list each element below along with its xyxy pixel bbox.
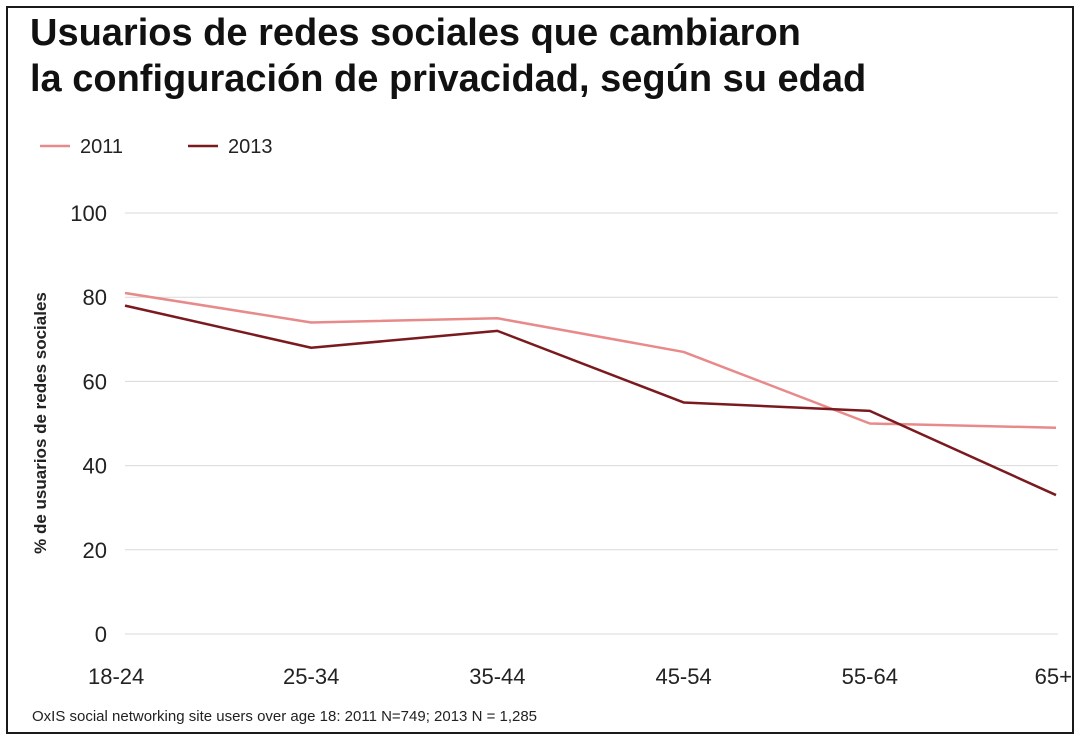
x-tick-label: 55-64 — [842, 664, 898, 689]
legend-label-2011: 2011 — [80, 136, 123, 158]
series-line-2011 — [124, 291, 1057, 429]
x-tick-label: 65+ — [1035, 664, 1072, 689]
x-tick-label: 25-34 — [283, 664, 339, 689]
series-lines — [124, 291, 1057, 497]
x-tick-labels: 18-24 25-34 35-44 45-54 55-64 65+ — [88, 664, 1072, 689]
chart-title: Usuarios de redes sociales que cambiaron… — [30, 10, 1050, 102]
legend: 2011 2013 — [40, 136, 273, 158]
y-tick-label: 20 — [83, 538, 107, 563]
y-tick-label: 100 — [70, 201, 107, 226]
chart-frame — [6, 6, 1074, 734]
y-tick-label: 0 — [95, 622, 107, 647]
y-tick-labels: 0 20 40 60 80 100 — [70, 201, 107, 647]
chart-title-line-1: Usuarios de redes sociales que cambiaron — [30, 12, 801, 54]
y-tick-label: 60 — [83, 369, 107, 394]
y-tick-label: 80 — [83, 285, 107, 310]
chart-title-line-2: la configuración de privacidad, según su… — [30, 58, 867, 100]
y-tick-label: 40 — [83, 454, 107, 479]
legend-label-2013: 2013 — [228, 136, 273, 158]
x-tick-label: 45-54 — [655, 664, 711, 689]
x-tick-label: 18-24 — [88, 664, 144, 689]
gridlines — [125, 212, 1058, 635]
source-note: OxIS social networking site users over a… — [32, 708, 538, 725]
x-tick-label: 35-44 — [469, 664, 525, 689]
y-axis-label: % de usuarios de redes sociales — [31, 292, 50, 554]
series-line-2013 — [124, 304, 1057, 497]
